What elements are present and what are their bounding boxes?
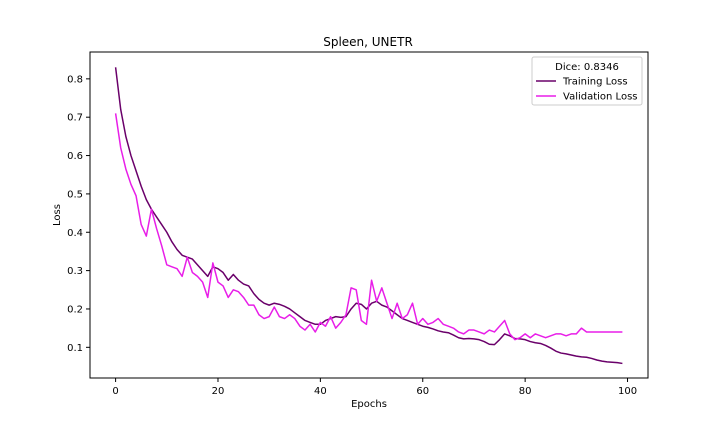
- legend-label-validation-loss: Validation Loss: [563, 92, 638, 103]
- plot-area: [114, 67, 623, 365]
- y-tick-label: 0.6: [67, 151, 83, 162]
- y-axis-label: Loss: [52, 204, 63, 226]
- y-tick-label: 0.3: [67, 266, 83, 277]
- y-tick-label: 0.2: [67, 304, 83, 315]
- chart-title: Spleen, UNETR: [323, 35, 413, 49]
- x-tick-label: 40: [314, 386, 327, 397]
- legend-title: Dice: 0.8346: [555, 62, 619, 73]
- y-tick-label: 0.7: [67, 113, 83, 124]
- y-tick-label: 0.4: [67, 228, 83, 239]
- legend-label-training-loss: Training Loss: [562, 77, 628, 88]
- x-tick-label: 100: [618, 386, 637, 397]
- y-tick-label: 0.8: [67, 74, 83, 85]
- x-tick-label: 60: [416, 386, 429, 397]
- x-tick-label: 20: [212, 386, 225, 397]
- legend-box: [531, 56, 643, 106]
- series-line-validation-loss: [114, 113, 623, 341]
- series-line-training-loss: [114, 67, 623, 365]
- x-axis-label: Epochs: [351, 399, 387, 410]
- x-tick-label: 0: [112, 386, 118, 397]
- legend: Dice: 0.8346 Training Loss Validation Lo…: [531, 56, 643, 106]
- axes: 0 20 40 60 80 100 0.1 0.2 0.3 0.4 0.5 0.6 0.7 0.8: [67, 51, 649, 397]
- y-tick-label: 0.5: [67, 189, 83, 200]
- y-tick-label: 0.1: [67, 343, 83, 354]
- x-tick-label: 80: [519, 386, 532, 397]
- plot-frame: [89, 51, 649, 379]
